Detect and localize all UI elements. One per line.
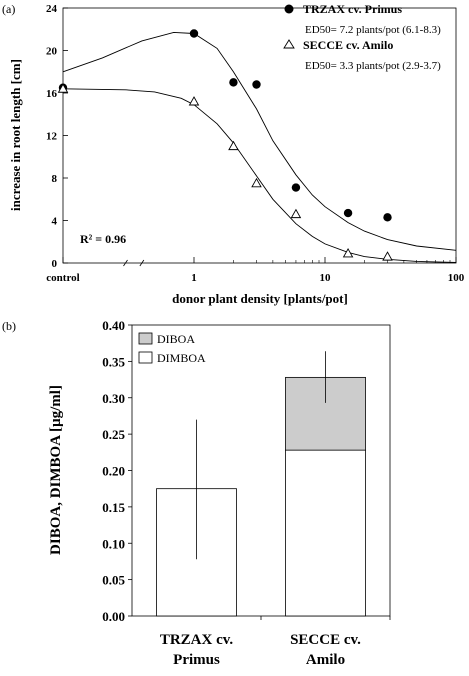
primus-fit-curve bbox=[62, 31, 457, 251]
amilo-fit-curve bbox=[62, 88, 457, 263]
y-tick-label: 0.35 bbox=[102, 354, 125, 369]
y-tick-label: 0 bbox=[52, 258, 58, 270]
amilo-data-point bbox=[382, 251, 393, 261]
panel-a-frame bbox=[62, 7, 457, 264]
legend-dimboa-swatch bbox=[138, 351, 153, 364]
x-tick-label: 100 bbox=[448, 272, 465, 284]
panel-b-y-axis: 0.00 0.05 0.10 0.15 0.20 0.25 0.30 0.35 0.40 bbox=[102, 318, 132, 624]
y-tick-label: 24 bbox=[46, 3, 58, 15]
panel-a-r-squared: R² = 0.96 bbox=[80, 232, 126, 246]
y-tick-label: 20 bbox=[46, 46, 58, 58]
primus-data-point bbox=[291, 183, 301, 192]
amilo-data-point bbox=[290, 208, 302, 219]
y-tick-label: 16 bbox=[46, 88, 58, 100]
panel-a-y-axis: 0 4 8 12 16 20 24 bbox=[46, 3, 68, 270]
y-tick-label: 0.15 bbox=[102, 500, 125, 515]
x-axis-break bbox=[123, 259, 128, 267]
x-tick-label: control bbox=[46, 272, 79, 284]
x-tick-label: 10 bbox=[320, 272, 332, 284]
panel-b-x-axis: TRZAX cv. Primus SECCE cv. Amilo bbox=[160, 616, 391, 668]
panel-a-label: (a) bbox=[2, 2, 15, 16]
legend-amilo-name: SECCE cv. Amilo bbox=[303, 38, 393, 52]
legend-primus-ed50: ED50= 7.2 plants/pot (6.1-8.3) bbox=[305, 24, 441, 36]
panel-a-x-axis: control 1 10 100 bbox=[46, 257, 465, 284]
legend-primus-marker bbox=[284, 4, 294, 14]
panel-a-y-axis-title: increase in root length [cm] bbox=[8, 59, 23, 211]
y-tick-label: 0.25 bbox=[102, 427, 125, 442]
amilo-data-point bbox=[342, 248, 354, 258]
y-tick-label: 0.20 bbox=[102, 464, 125, 479]
panel-b-bars bbox=[156, 376, 366, 617]
primus-data-point bbox=[383, 213, 392, 222]
amilo-data-point bbox=[228, 140, 239, 151]
panel-b-error-bars bbox=[196, 351, 326, 560]
legend-primus-name: TRZAX cv. Primus bbox=[303, 2, 402, 16]
primus-data-point bbox=[343, 208, 353, 218]
y-tick-label: 12 bbox=[46, 131, 58, 143]
legend-diboa-name: DIBOA bbox=[157, 332, 195, 346]
amilo-data-point bbox=[251, 177, 262, 188]
primus-data-point bbox=[229, 78, 238, 87]
legend-amilo-marker bbox=[283, 39, 295, 49]
y-tick-label: 4 bbox=[52, 216, 58, 228]
amilo-data-point bbox=[57, 83, 69, 93]
y-tick-label: 0.10 bbox=[102, 536, 125, 551]
y-tick-label: 8 bbox=[52, 173, 58, 185]
panel-a-x-axis-title: donor plant density [plants/pot] bbox=[172, 291, 348, 306]
primus-data-point bbox=[252, 80, 261, 89]
panel-b-y-axis-title: DIBOA, DIMBOA [µg/ml] bbox=[48, 385, 64, 555]
legend-dimboa-name: DIMBOA bbox=[157, 351, 206, 365]
panel-a-plot: 0 4 8 12 16 20 24 control 1 10 100 bbox=[46, 3, 465, 284]
panel-a-legend: TRZAX cv. Primus ED50= 7.2 plants/pot (6… bbox=[283, 2, 441, 72]
legend-diboa-swatch bbox=[138, 332, 153, 345]
category-label: Primus bbox=[173, 652, 220, 668]
panel-b-plot: 0.00 0.05 0.10 0.15 0.20 0.25 0.30 0.35 0.40 TRZ… bbox=[102, 318, 391, 668]
x-axis-break bbox=[139, 259, 145, 267]
y-tick-label: 0.00 bbox=[102, 609, 125, 624]
y-tick-label: 0.30 bbox=[102, 391, 125, 406]
amilo-data-point bbox=[188, 96, 200, 106]
legend-amilo-ed50: ED50= 3.3 plants/pot (2.9-3.7) bbox=[305, 60, 441, 72]
bar-dimboa bbox=[285, 449, 366, 617]
panel-a-fit-curves bbox=[62, 31, 457, 263]
category-label: TRZAX cv. bbox=[160, 632, 234, 648]
category-label: Amilo bbox=[306, 652, 345, 668]
category-label: SECCE cv. bbox=[290, 632, 361, 648]
y-tick-label: 0.40 bbox=[102, 318, 125, 333]
panel-b-legend: DIBOA DIMBOA bbox=[138, 332, 206, 365]
x-tick-label: 1 bbox=[191, 272, 197, 284]
primus-data-point bbox=[189, 29, 199, 38]
panel-b-label: (b) bbox=[2, 319, 16, 333]
y-tick-label: 0.05 bbox=[102, 573, 125, 588]
panel-a-data-points bbox=[57, 29, 393, 261]
